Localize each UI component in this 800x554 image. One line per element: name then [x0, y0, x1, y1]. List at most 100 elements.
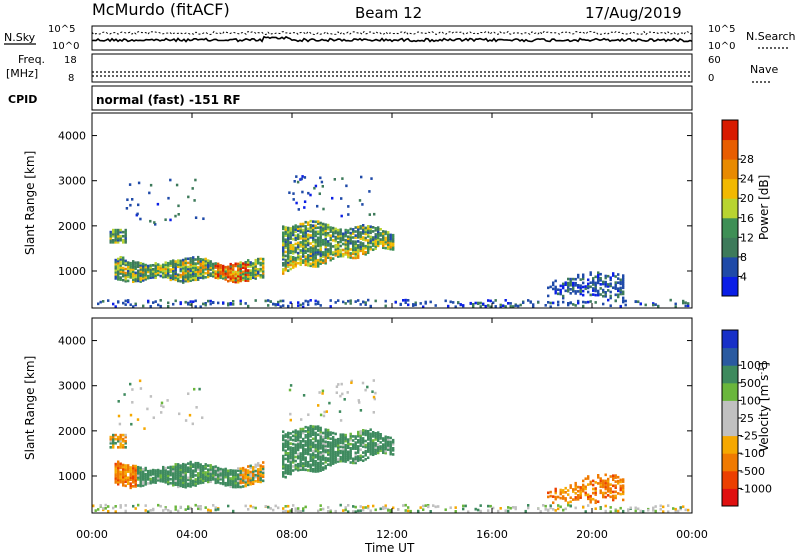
data-cell [237, 268, 240, 272]
data-cell [237, 270, 240, 274]
data-cell [557, 288, 560, 292]
data-cell [554, 495, 557, 499]
data-cell [303, 200, 307, 204]
data-cell [319, 445, 322, 448]
data-cell [352, 246, 355, 250]
data-cell [234, 280, 237, 284]
data-cell [354, 242, 357, 246]
data-cell [234, 471, 237, 475]
data-cell [367, 235, 370, 238]
data-cell [159, 504, 162, 508]
data-cell [137, 277, 140, 281]
data-cell [367, 227, 370, 230]
data-cell [122, 256, 125, 260]
data-cell [357, 227, 360, 231]
data-cell [162, 474, 165, 477]
data-cell [304, 299, 307, 303]
data-cell [207, 267, 210, 271]
data-cell [152, 470, 155, 474]
data-cell [317, 238, 320, 242]
data-cell [239, 469, 242, 473]
data-cell [177, 259, 180, 262]
data-cell [152, 270, 155, 273]
data-cell [324, 225, 327, 229]
data-cell [297, 227, 300, 231]
data-cell [314, 443, 317, 447]
data-cell [370, 177, 373, 180]
data-cell [192, 270, 195, 274]
data-cell [537, 507, 540, 511]
data-cell [332, 226, 335, 230]
data-cell [229, 262, 232, 266]
data-cell [612, 272, 615, 275]
data-cell [299, 235, 302, 238]
data-cell [284, 445, 287, 449]
data-cell [582, 293, 585, 297]
data-cell [562, 508, 565, 512]
data-cell [184, 477, 187, 481]
data-cell [147, 266, 150, 270]
data-cell [289, 468, 292, 472]
data-cell [232, 266, 235, 269]
data-cell [289, 237, 292, 240]
data-cell [332, 431, 335, 435]
data-cell [364, 228, 367, 232]
data-cell [369, 446, 372, 450]
data-cell [357, 399, 360, 402]
data-cell [169, 278, 172, 282]
data-cell [179, 263, 182, 267]
data-cell [322, 228, 325, 232]
data-cell [304, 220, 307, 224]
data-cell [312, 459, 315, 463]
data-cell [342, 441, 345, 445]
data-cell [577, 498, 580, 501]
data-cell [314, 263, 317, 266]
data-cell [364, 251, 367, 254]
data-cell [289, 412, 292, 416]
data-cell [339, 240, 342, 244]
data-cell [162, 405, 165, 409]
data-cell [117, 271, 120, 275]
data-cell [287, 304, 290, 308]
data-cell [384, 441, 387, 445]
data-cell [202, 473, 205, 476]
data-cell [338, 410, 342, 413]
data-cell [287, 431, 290, 435]
data-cell [309, 441, 312, 444]
data-cell [194, 478, 197, 481]
data-cell [372, 230, 375, 233]
data-cell [304, 247, 307, 250]
data-cell [232, 471, 235, 475]
data-cell [324, 261, 327, 265]
data-cell [194, 463, 197, 467]
data-cell [344, 452, 347, 455]
data-cell [567, 283, 570, 287]
data-cell [132, 478, 135, 482]
data-cell [197, 255, 200, 259]
data-cell [292, 442, 295, 446]
data-cell [242, 473, 245, 476]
data-cell [122, 266, 125, 270]
data-cell [567, 277, 570, 281]
data-cell [352, 236, 355, 239]
data-cell [387, 509, 390, 512]
data-cell [142, 304, 145, 308]
data-cell [167, 261, 170, 265]
velocity-colorbar-swatch [722, 400, 738, 419]
power-colorbar-swatch [722, 217, 738, 238]
data-cell [319, 231, 322, 235]
data-cell [572, 283, 575, 287]
data-cell [389, 235, 392, 239]
data-cell [179, 259, 182, 263]
data-cell [294, 262, 297, 266]
data-cell [367, 245, 370, 248]
data-cell [349, 248, 352, 251]
data-cell [577, 485, 580, 489]
data-cell [162, 480, 165, 483]
data-cell [474, 507, 477, 511]
data-cell [327, 436, 330, 440]
data-cell [617, 289, 620, 293]
data-cell [182, 281, 185, 284]
data-cell [297, 466, 300, 470]
data-cell [144, 479, 147, 482]
